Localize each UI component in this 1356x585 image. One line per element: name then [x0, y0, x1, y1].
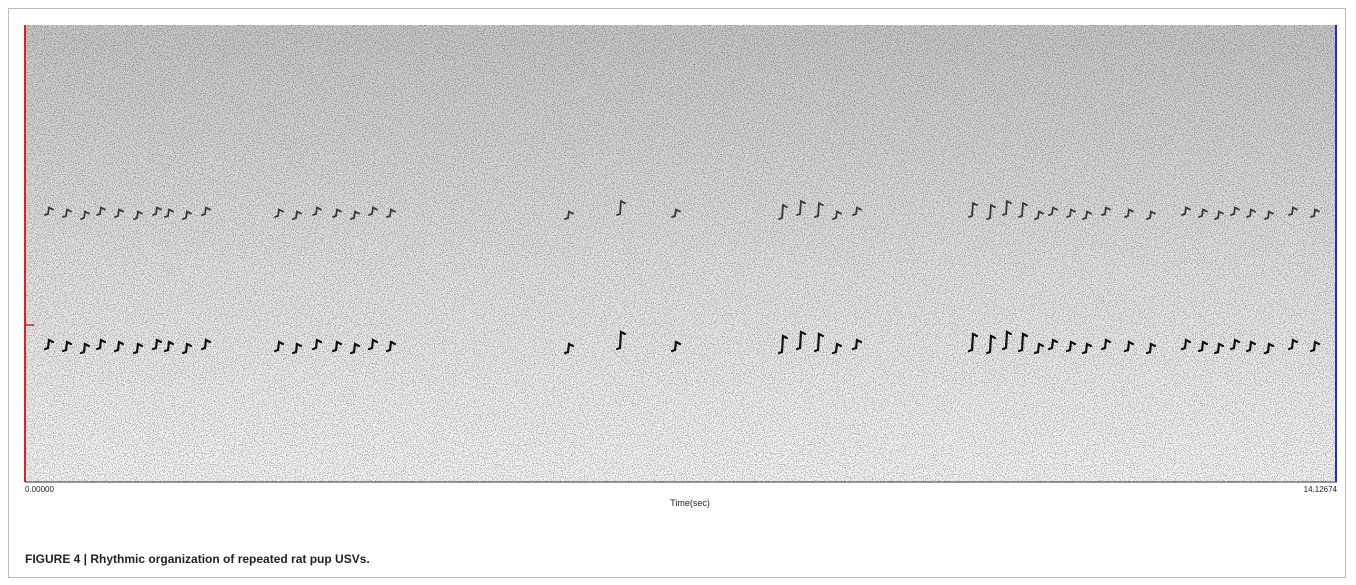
- time-end-label: 14.12674: [1304, 485, 1338, 494]
- spectrogram-noise: [25, 25, 1337, 482]
- page: 0.00000 14.12674 Time(sec) FIGURE 4 | Rh…: [0, 0, 1356, 585]
- time-axis-title: Time(sec): [670, 498, 710, 508]
- time-start-label: 0.00000: [25, 485, 54, 494]
- spectrogram-figure: 0.00000 14.12674 Time(sec): [0, 0, 1356, 545]
- figure-caption: FIGURE 4 | Rhythmic organization of repe…: [25, 552, 370, 566]
